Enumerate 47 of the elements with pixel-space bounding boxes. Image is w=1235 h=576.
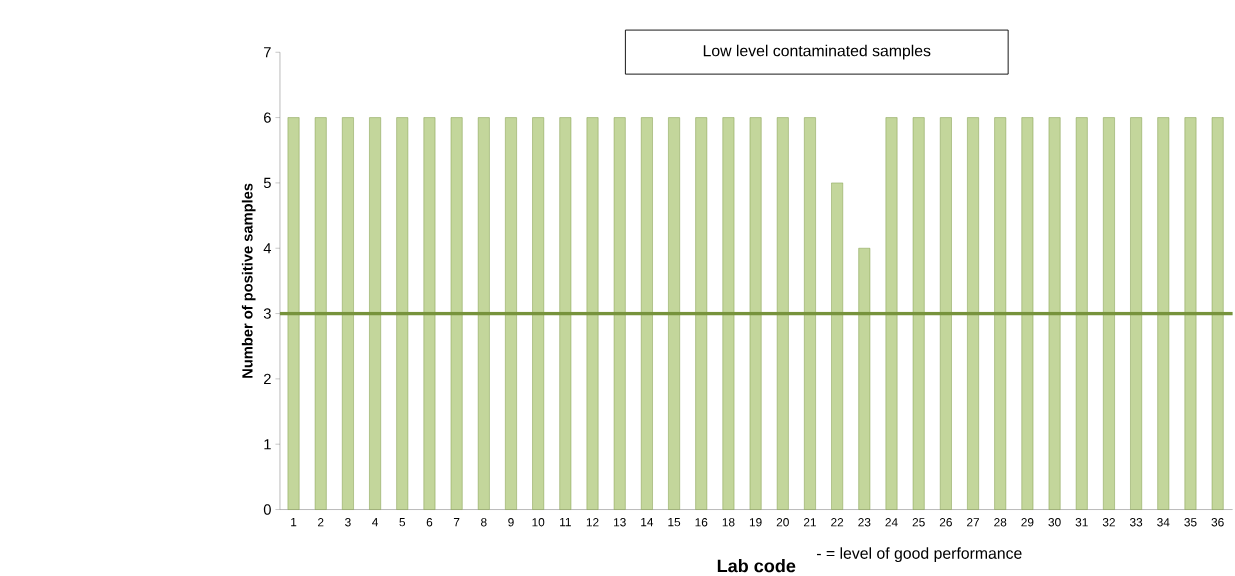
x-tick-label: 7 [453, 518, 460, 527]
y-tick-label: 2 [264, 373, 271, 384]
x-tick-label: 5 [399, 518, 406, 527]
x-tick-label: 11 [560, 518, 571, 527]
x-tick-label: 18 [722, 518, 735, 527]
x-tick-label: 19 [749, 518, 762, 527]
y-axis-title: Number of positive samples [241, 183, 256, 378]
x-tick-label: 10 [532, 518, 545, 527]
x-tick-label: 8 [481, 518, 487, 527]
x-tick-label: 9 [508, 518, 514, 527]
x-tick-label: 22 [831, 518, 844, 527]
x-tick-label: 26 [939, 518, 952, 527]
y-tick-label: 5 [263, 177, 271, 189]
x-tick-label: 28 [994, 518, 1007, 527]
x-tick-label: 6 [426, 518, 433, 527]
text: - = level of good performance [817, 547, 1022, 562]
x-tick-label: 16 [695, 518, 708, 527]
x-tick-label: 20 [776, 518, 789, 527]
x-tick-label: 1 [291, 518, 297, 527]
x-tick-label: 14 [641, 518, 654, 527]
x-tick-label: 12 [586, 518, 599, 527]
x-tick-label: 4 [372, 518, 379, 527]
x-axis-title: Lab code [717, 559, 796, 573]
x-tick-label: 13 [614, 518, 626, 527]
x-tick-label: 36 [1211, 518, 1224, 527]
x-tick-label: 15 [668, 518, 681, 527]
y-tick-label: 7 [264, 47, 271, 58]
x-tick-label: 21 [803, 518, 816, 527]
chart-title: Low level contaminated samples [703, 44, 931, 60]
x-tick-label: 30 [1048, 518, 1061, 527]
y-tick-label: 3 [263, 308, 271, 319]
x-tick-label: 27 [967, 518, 980, 527]
x-tick-label: 34 [1157, 518, 1170, 527]
x-tick-label: 32 [1102, 518, 1115, 527]
x-tick-label: 29 [1021, 518, 1034, 527]
y-tick-label: 0 [263, 504, 271, 515]
x-tick-label: 31 [1075, 518, 1088, 527]
x-tick-label: 2 [318, 518, 324, 527]
y-tick-label: 6 [264, 112, 271, 123]
x-tick-label: 33 [1129, 518, 1143, 527]
y-tick-label: 4 [263, 243, 272, 254]
x-tick-label: 25 [912, 518, 925, 527]
x-tick-label: 24 [885, 518, 898, 527]
x-tick-label: 23 [858, 518, 871, 527]
x-tick-label: 3 [345, 518, 351, 527]
y-tick-label: 1 [264, 439, 271, 450]
x-tick-label: 35 [1184, 518, 1197, 527]
